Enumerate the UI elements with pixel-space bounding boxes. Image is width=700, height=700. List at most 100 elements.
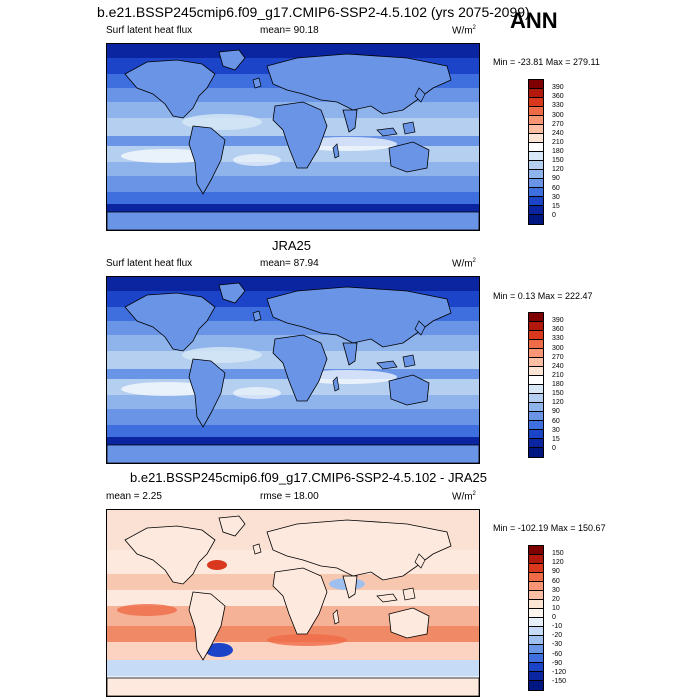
- season-label: ANN: [510, 8, 558, 33]
- colorbar-tick-label: 210: [552, 138, 564, 146]
- colorbar-swatch: [529, 80, 543, 89]
- colorbar-tick-label: -10: [552, 623, 563, 631]
- colorbar-swatch: [529, 546, 543, 555]
- colorbar-swatch: [529, 627, 543, 636]
- colorbar-tick-label: 300: [552, 344, 564, 352]
- colorbar-swatch: [529, 170, 543, 179]
- panel2-title: JRA25: [272, 238, 312, 253]
- colorbar-tick-label: 90: [552, 175, 560, 183]
- panel2-units: W/m2: [452, 258, 476, 270]
- panel1-map: [106, 43, 480, 231]
- colorbar-swatch: [529, 206, 543, 215]
- colorbar-tick-label: 120: [552, 559, 564, 567]
- colorbar-tick-label: 90: [552, 408, 560, 416]
- colorbar-tick-label: 240: [552, 129, 564, 137]
- colorbar-swatch: [529, 98, 543, 107]
- colorbar-tick-label: 0: [552, 444, 556, 452]
- panel3-colorbar: [528, 545, 544, 691]
- colorbar-swatch: [529, 152, 543, 161]
- panel3-rmse-label: rmse = 18.00: [260, 491, 319, 502]
- colorbar-tick-label: -20: [552, 632, 563, 640]
- colorbar-tick-label: -120: [552, 668, 567, 676]
- colorbar-swatch: [529, 331, 543, 340]
- colorbar-swatch: [529, 89, 543, 98]
- colorbar-tick-label: 150: [552, 390, 564, 398]
- colorbar-swatch: [529, 645, 543, 654]
- panel3-title: b.e21.BSSP245cmip6.f09_g17.CMIP6-SSP2-4.…: [130, 470, 487, 485]
- colorbar-tick-label: 180: [552, 381, 564, 388]
- colorbar-swatch: [529, 421, 543, 430]
- colorbar-swatch: [529, 582, 543, 591]
- panel2-map: [106, 276, 480, 464]
- colorbar-swatch: [529, 367, 543, 376]
- colorbar-swatch: [529, 313, 543, 322]
- panel1-variable-label: Surf latent heat flux: [106, 25, 193, 36]
- colorbar-swatch: [529, 385, 543, 394]
- colorbar-swatch: [529, 179, 543, 188]
- panel3-minmax: Min = -102.19 Max = 150.67: [493, 523, 606, 533]
- panel2-minmax: Min = 0.13 Max = 222.47: [493, 291, 593, 301]
- colorbar-tick-label: 30: [552, 586, 560, 594]
- colorbar-tick-label: 20: [552, 595, 560, 603]
- colorbar-tick-label: 390: [552, 84, 564, 92]
- colorbar-tick-label: 120: [552, 399, 564, 407]
- colorbar-swatch: [529, 188, 543, 197]
- colorbar-tick-label: 90: [552, 568, 560, 576]
- panel2-variable-label: Surf latent heat flux: [106, 258, 193, 269]
- colorbar-swatch: [529, 322, 543, 331]
- colorbar-tick-label: 60: [552, 184, 560, 192]
- colorbar-tick-label: 330: [552, 102, 564, 110]
- colorbar-swatch: [529, 600, 543, 609]
- colorbar-tick-label: 270: [552, 353, 564, 361]
- colorbar-tick-label: 360: [552, 326, 564, 334]
- colorbar-swatch: [529, 681, 543, 690]
- colorbar-tick-label: 120: [552, 166, 564, 174]
- colorbar-swatch: [529, 609, 543, 618]
- colorbar-swatch: [529, 636, 543, 645]
- colorbar-tick-label: 270: [552, 120, 564, 128]
- panel1-minmax: Min = -23.81 Max = 279.11: [493, 57, 600, 67]
- colorbar-tick-label: 360: [552, 93, 564, 101]
- colorbar-swatch: [529, 403, 543, 412]
- colorbar-swatch: [529, 376, 543, 385]
- colorbar-swatch: [529, 654, 543, 663]
- panel3-map: [106, 509, 480, 697]
- colorbar-tick-label: 390: [552, 317, 564, 325]
- colorbar-swatch: [529, 591, 543, 600]
- colorbar-swatch: [529, 672, 543, 681]
- colorbar-swatch: [529, 573, 543, 582]
- colorbar-swatch: [529, 116, 543, 125]
- colorbar-tick-label: 150: [552, 550, 564, 558]
- colorbar-tick-label: 150: [552, 157, 564, 165]
- colorbar-tick-label: 300: [552, 111, 564, 119]
- colorbar-swatch: [529, 125, 543, 134]
- colorbar-tick-label: 330: [552, 335, 564, 343]
- colorbar-tick-label: -30: [552, 641, 563, 649]
- panel2-colorbar: [528, 312, 544, 458]
- colorbar-tick-label: 60: [552, 577, 560, 585]
- colorbar-swatch: [529, 215, 543, 224]
- colorbar-tick-label: 60: [552, 417, 560, 425]
- colorbar-swatch: [529, 555, 543, 564]
- colorbar-tick-label: 15: [552, 202, 560, 210]
- colorbar-tick-label: -150: [552, 677, 567, 685]
- colorbar-tick-label: 30: [552, 426, 560, 434]
- colorbar-tick-label: 15: [552, 435, 560, 443]
- colorbar-swatch: [529, 161, 543, 170]
- colorbar-tick-label: -90: [552, 659, 563, 667]
- panel3-mean-label: mean = 2.25: [106, 491, 162, 502]
- panel1-mean-label: mean= 90.18: [260, 25, 319, 36]
- colorbar-swatch: [529, 394, 543, 403]
- colorbar-swatch: [529, 340, 543, 349]
- colorbar-swatch: [529, 134, 543, 143]
- colorbar-tick-label: 0: [552, 211, 556, 219]
- plot-title: b.e21.BSSP245cmip6.f09_g17.CMIP6-SSP2-4.…: [97, 4, 530, 20]
- colorbar-tick-label: 0: [552, 614, 556, 621]
- colorbar-tick-label: 210: [552, 371, 564, 379]
- panel1-colorbar: [528, 79, 544, 225]
- colorbar-tick-label: 240: [552, 362, 564, 370]
- colorbar-swatch: [529, 358, 543, 367]
- colorbar-swatch: [529, 448, 543, 457]
- colorbar-swatch: [529, 197, 543, 206]
- panel3-units: W/m2: [452, 491, 476, 503]
